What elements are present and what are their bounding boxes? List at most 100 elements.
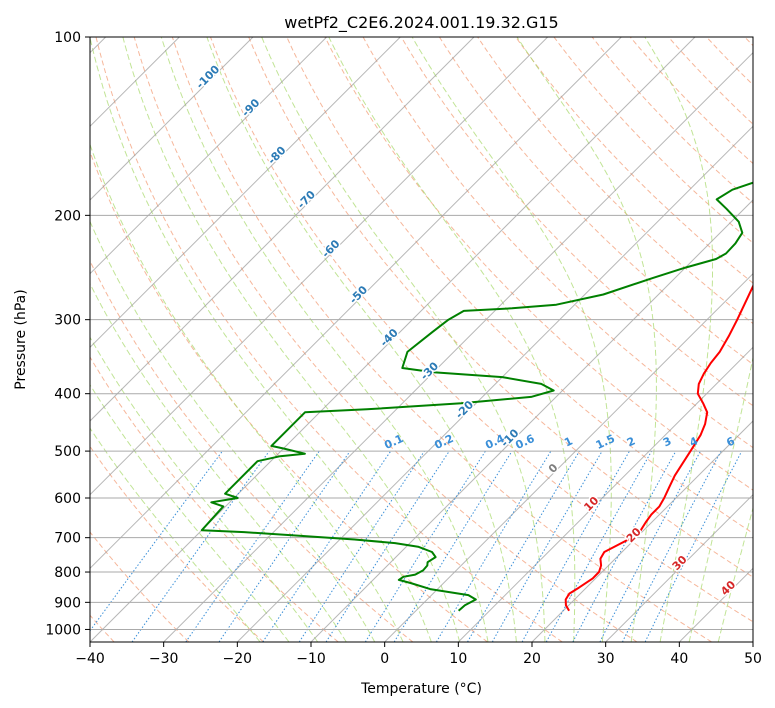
dry-adiabat: [515, 37, 753, 284]
isotherm: [90, 37, 254, 201]
y-tick-label: 700: [54, 531, 81, 547]
mixing-ratio-label: 1.5: [594, 432, 617, 452]
mixing-ratio-line: [621, 450, 722, 642]
y-tick-label: 1000: [45, 622, 81, 638]
x-tick-label: −10: [296, 651, 326, 667]
x-tick-label: 10: [449, 651, 467, 667]
dry-adiabat: [248, 37, 753, 578]
isotherm-label: -80: [265, 144, 288, 167]
x-tick-label: −20: [223, 651, 253, 667]
dry-adiabat: [668, 37, 753, 125]
isotherm-label: -100: [194, 63, 223, 92]
isotherm-label: -70: [295, 188, 318, 211]
dry-adiabat: [438, 37, 753, 366]
dry-adiabat: [90, 445, 264, 642]
dry-adiabat: [90, 531, 190, 642]
dry-adiabat: [400, 37, 753, 407]
moist-adiabat: [90, 427, 261, 642]
mixing-ratio-line: [298, 450, 425, 642]
isotherm: [90, 37, 696, 642]
y-tick-label: 500: [54, 444, 81, 460]
isotherm-label: -50: [347, 283, 370, 306]
moist-adiabat: [90, 336, 319, 642]
mixing-ratio-label: 3: [661, 434, 673, 449]
x-tick-label: 40: [670, 651, 688, 667]
dry-adiabat: [591, 37, 753, 204]
moist-adiabat: [261, 37, 546, 642]
moist-adiabat: [411, 37, 612, 642]
isotherm-label: 40: [718, 578, 738, 598]
dry-adiabat: [706, 37, 753, 86]
x-tick-label: −40: [75, 651, 105, 667]
isotherm: [236, 125, 753, 642]
mixing-ratio-label: 4: [688, 434, 701, 449]
y-tick-label: 400: [54, 387, 81, 403]
y-tick-label: 600: [54, 491, 81, 507]
dry-adiabat: [324, 37, 753, 491]
moist-adiabat: [688, 355, 753, 642]
dry-adiabat: [133, 37, 638, 642]
chart-title: wetPf2_C2E6.2024.001.19.32.G15: [284, 13, 558, 33]
mixing-ratio-label: 0.2: [432, 432, 455, 452]
dewpoint-profile-line: [200, 181, 753, 612]
mixing-ratio-label: 0.1: [382, 432, 405, 452]
mixing-ratio-line: [185, 450, 320, 642]
isotherm: [605, 493, 753, 642]
mixing-ratio-line: [521, 450, 630, 642]
mixing-ratio-line: [644, 450, 743, 642]
isotherm: [531, 420, 753, 642]
dry-adiabat: [477, 37, 753, 325]
y-tick-label: 300: [54, 313, 81, 329]
x-tick-label: 0: [380, 651, 389, 667]
isotherm-label: 30: [670, 553, 690, 573]
x-tick-label: 20: [523, 651, 541, 667]
y-tick-label: 200: [54, 208, 81, 224]
y-tick-label: 100: [54, 30, 81, 46]
x-tick-label: −30: [149, 651, 179, 667]
dry-adiabat: [90, 259, 414, 642]
mixing-ratio-line: [218, 450, 351, 642]
isotherm: [310, 199, 753, 642]
moist-adiabat: [90, 282, 347, 642]
x-tick-label: 30: [597, 651, 615, 667]
y-tick-label: 900: [54, 595, 81, 611]
mixing-ratio-line: [90, 450, 223, 632]
mixing-ratio-line: [262, 450, 392, 642]
isotherm-label: -40: [378, 326, 401, 349]
dry-adiabat: [362, 37, 753, 449]
mixing-ratio-line: [435, 450, 552, 642]
isotherm: [90, 37, 475, 422]
moist-adiabat: [90, 383, 290, 642]
x-tick-label: 50: [744, 651, 762, 667]
isotherm: [163, 51, 753, 642]
isotherm-label: -60: [319, 237, 342, 260]
isotherm: [90, 37, 401, 349]
dry-adiabat: [90, 150, 488, 642]
mixing-ratio-line: [393, 450, 513, 642]
pressure-grid: [90, 36, 753, 630]
moist-adiabat: [160, 37, 489, 642]
dry-adiabat: [171, 37, 712, 642]
moist-adiabat: [644, 37, 713, 642]
mixing-ratio-line: [364, 450, 486, 642]
mixing-ratio-line: [545, 450, 653, 642]
isotherm: [90, 37, 622, 570]
moist-adiabat: [90, 220, 376, 642]
dry-adiabat: [90, 356, 339, 642]
profile-series: [200, 181, 753, 612]
isotherm: [457, 346, 753, 642]
dry-adiabat: [95, 37, 563, 642]
isotherm-label: -90: [239, 96, 262, 119]
moist-adiabat: [516, 37, 657, 642]
mixing-ratio-line: [325, 450, 450, 642]
dry-adiabat: [210, 37, 753, 623]
moist-adiabat: [328, 37, 576, 642]
isotherm-label: 10: [581, 494, 601, 514]
plot-frame: [89, 36, 754, 643]
moist-adiabat: [90, 37, 432, 642]
mixing-ratio-label: 1: [562, 434, 574, 449]
isotherm: [752, 641, 753, 642]
moist-adiabat: [90, 142, 404, 642]
